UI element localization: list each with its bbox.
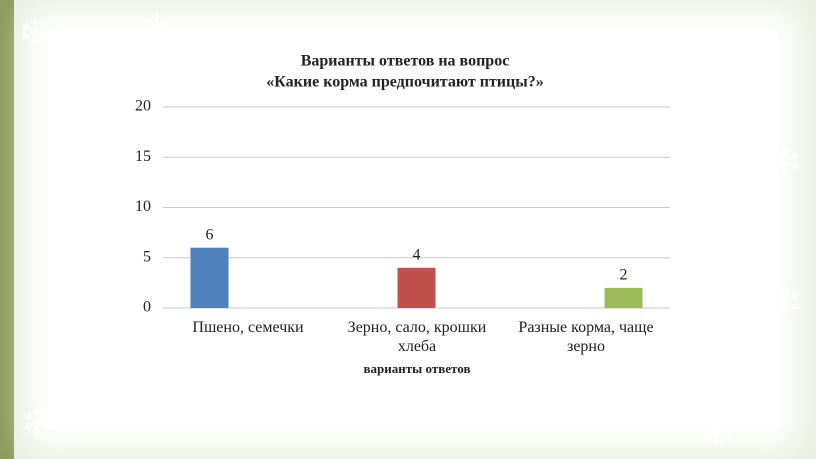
bar: [604, 287, 643, 308]
y-tick-label: 15: [135, 148, 151, 165]
x-tick-label: Пшено, семечки: [192, 319, 304, 336]
data-label: 6: [206, 226, 214, 243]
y-tick-label: 20: [135, 98, 151, 115]
snowflake: ❄: [18, 10, 52, 56]
y-tick-label: 10: [135, 198, 151, 215]
data-label: 4: [413, 246, 421, 263]
y-tick-label: 0: [143, 299, 151, 316]
x-tick-label: Разные корма, чаще зерно: [518, 319, 654, 355]
snowflake: ❄: [20, 400, 54, 446]
data-label: 2: [620, 267, 628, 284]
chart-title: Варианты ответов на вопрос: [301, 53, 510, 70]
chart-subtitle: «Какие корма предпочитают птицы?»: [266, 74, 543, 91]
y-tick-label: 5: [143, 248, 151, 265]
bar: [190, 247, 229, 308]
chart-panel: [48, 30, 778, 430]
side-stripe: [0, 0, 14, 459]
bar: [397, 267, 436, 308]
x-axis-label: варианты ответов: [364, 361, 471, 376]
x-tick-label: Зерно, сало, крошки хлеба: [347, 319, 487, 355]
